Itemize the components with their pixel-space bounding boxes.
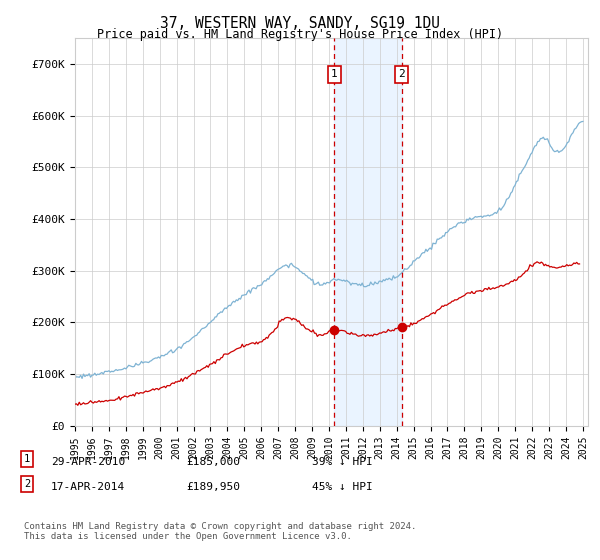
Text: 45% ↓ HPI: 45% ↓ HPI	[312, 482, 373, 492]
Text: Price paid vs. HM Land Registry's House Price Index (HPI): Price paid vs. HM Land Registry's House …	[97, 28, 503, 41]
Text: 1: 1	[24, 454, 30, 464]
Text: 37, WESTERN WAY, SANDY, SG19 1DU: 37, WESTERN WAY, SANDY, SG19 1DU	[160, 16, 440, 31]
Bar	[334, 38, 402, 426]
Text: 2: 2	[398, 69, 405, 80]
Text: £189,950: £189,950	[186, 482, 240, 492]
Text: 39% ↓ HPI: 39% ↓ HPI	[312, 457, 373, 467]
Text: Contains HM Land Registry data © Crown copyright and database right 2024.
This d: Contains HM Land Registry data © Crown c…	[24, 522, 416, 542]
Text: 1: 1	[331, 69, 338, 80]
Text: 2: 2	[24, 479, 30, 489]
Text: 17-APR-2014: 17-APR-2014	[51, 482, 125, 492]
Text: £185,000: £185,000	[186, 457, 240, 467]
Text: 29-APR-2010: 29-APR-2010	[51, 457, 125, 467]
